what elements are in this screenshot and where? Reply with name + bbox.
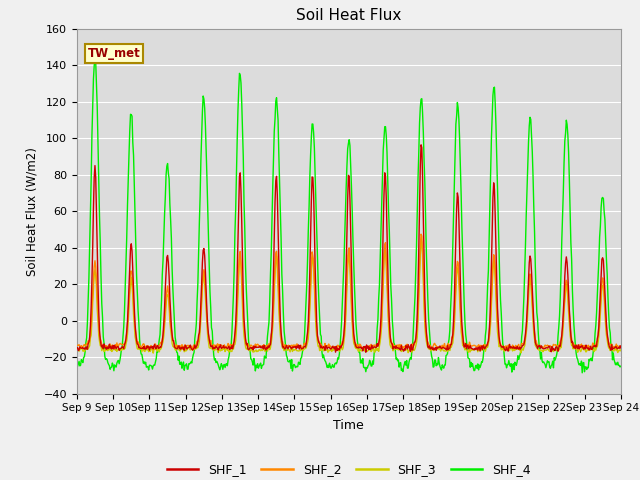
Y-axis label: Soil Heat Flux (W/m2): Soil Heat Flux (W/m2): [25, 147, 38, 276]
Legend: SHF_1, SHF_2, SHF_3, SHF_4: SHF_1, SHF_2, SHF_3, SHF_4: [161, 458, 536, 480]
Text: TW_met: TW_met: [88, 47, 140, 60]
X-axis label: Time: Time: [333, 419, 364, 432]
Title: Soil Heat Flux: Soil Heat Flux: [296, 9, 401, 24]
